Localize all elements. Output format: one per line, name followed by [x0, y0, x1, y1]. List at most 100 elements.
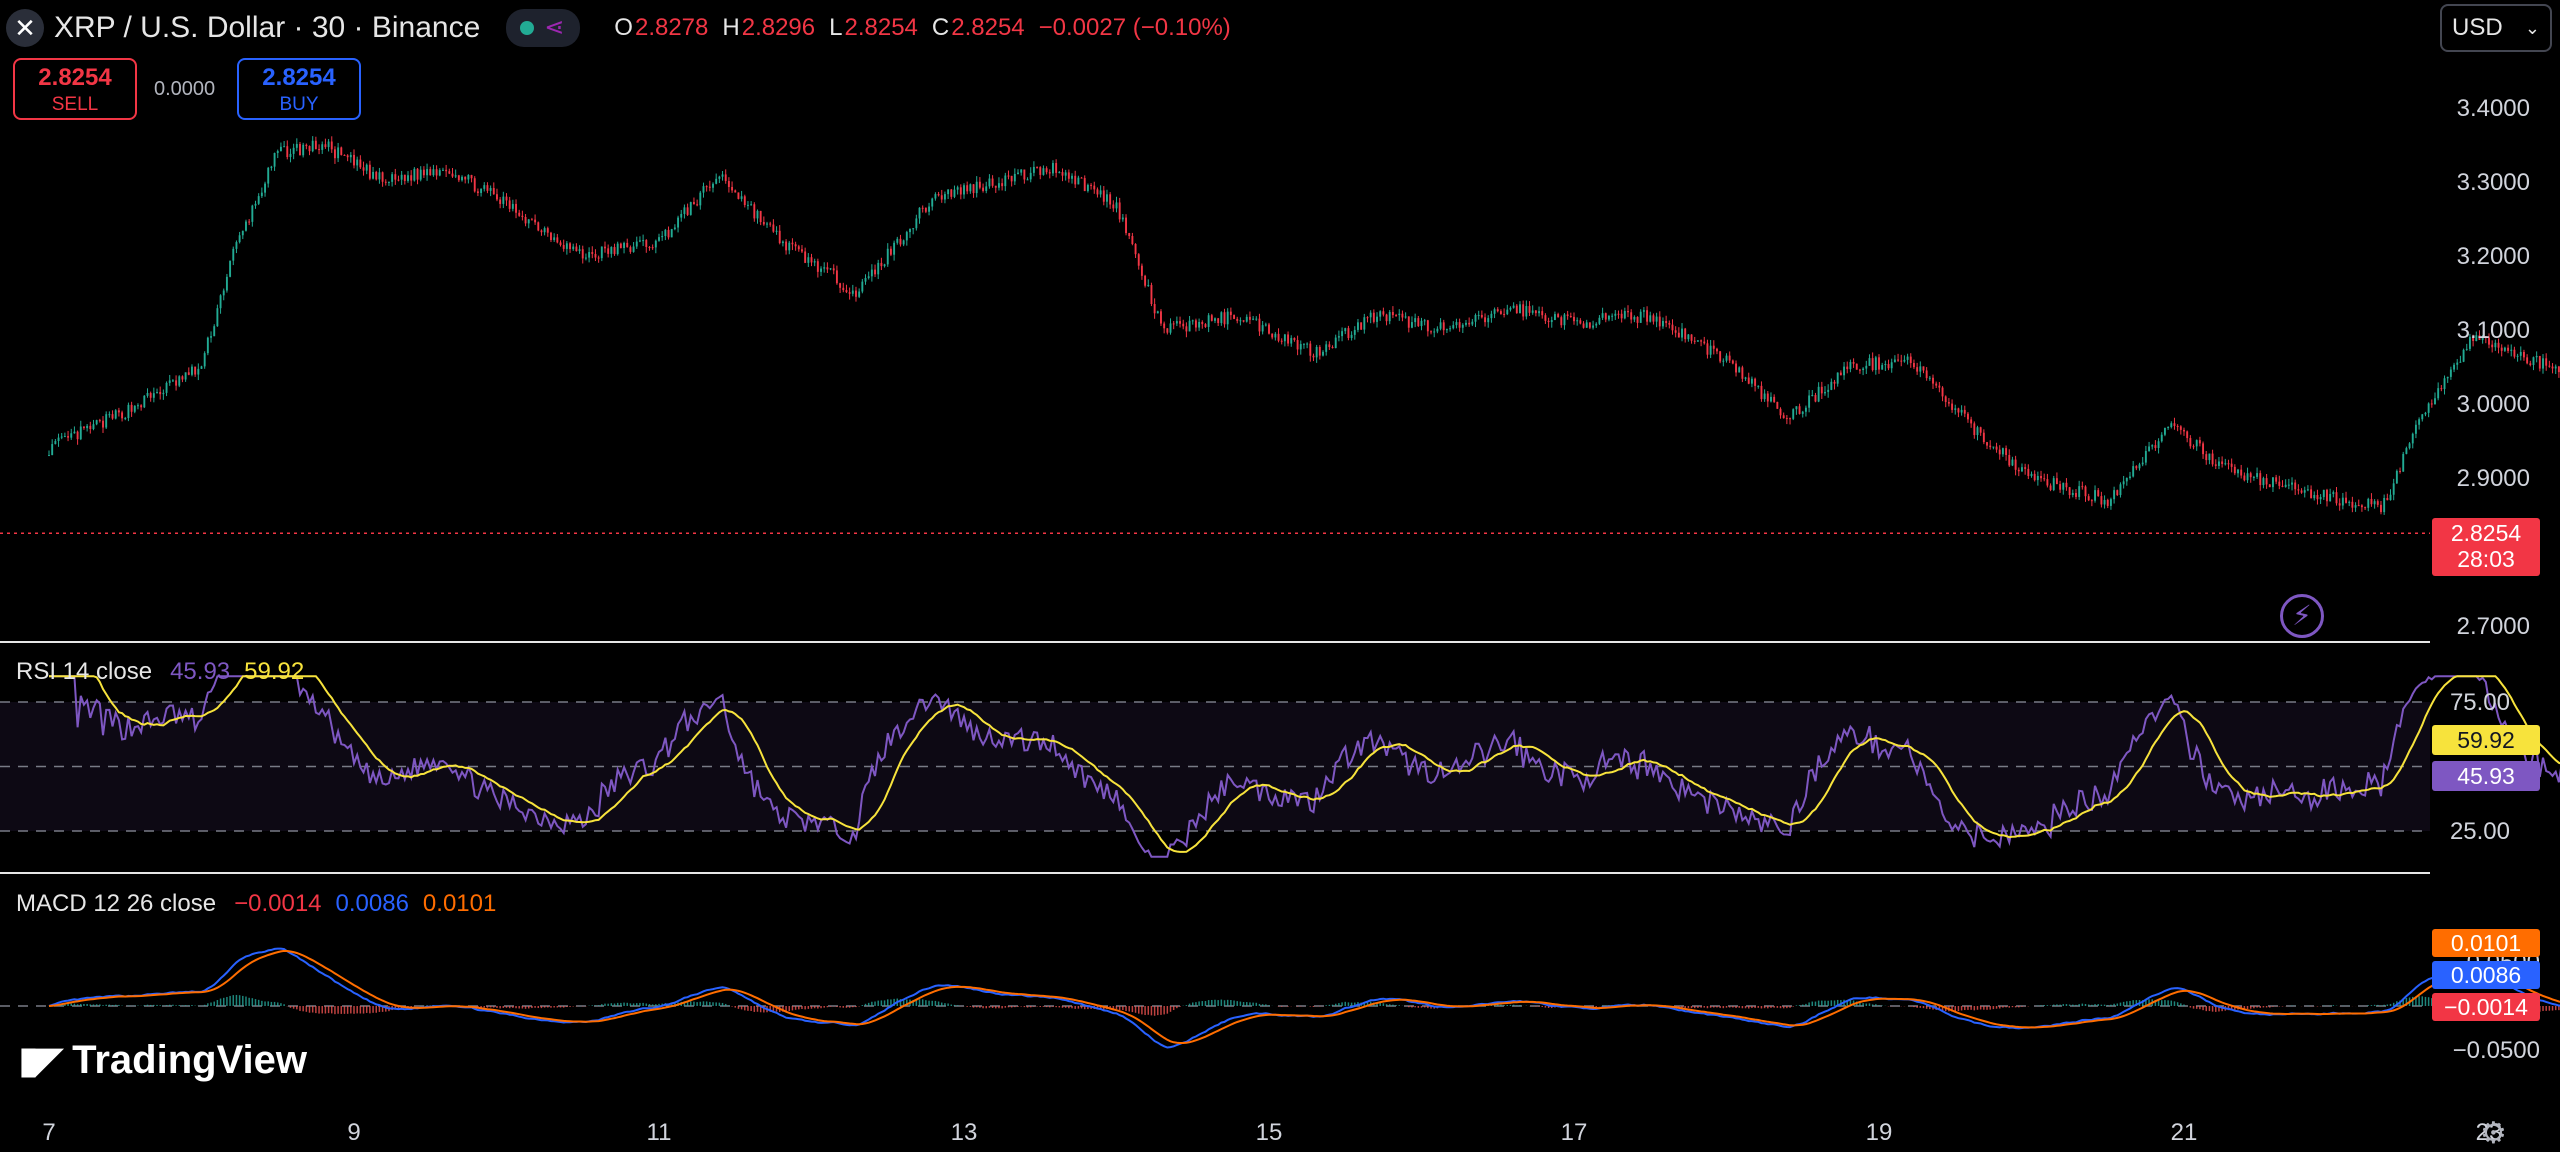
- buy-button[interactable]: 2.8254 BUY: [237, 58, 361, 120]
- sell-button[interactable]: 2.8254 SELL: [13, 58, 137, 120]
- candle: [2078, 486, 2081, 497]
- candle: [1449, 328, 1452, 330]
- candle: [273, 153, 276, 167]
- candle: [788, 242, 791, 251]
- candle: [1261, 325, 1264, 332]
- countdown-label: 28:03: [2457, 546, 2515, 572]
- settings-gear-icon[interactable]: ⚙: [2480, 1117, 2507, 1150]
- candle: [429, 169, 432, 176]
- candle: [2075, 492, 2077, 497]
- candle: [461, 176, 463, 181]
- candle: [1957, 408, 1960, 413]
- candle: [845, 290, 848, 293]
- candle: [1897, 359, 1900, 361]
- close-icon[interactable]: ✕: [6, 9, 44, 47]
- price-tick-label: 3.3000: [2457, 169, 2530, 196]
- candle: [2233, 466, 2236, 474]
- candle: [286, 146, 289, 158]
- candle: [635, 241, 638, 247]
- candle: [378, 172, 381, 180]
- symbol-title[interactable]: XRP / U.S. Dollar · 30 · Binance: [54, 11, 481, 44]
- macd-legend[interactable]: MACD 12 26 close −0.0014 0.0086 0.0101: [16, 890, 496, 918]
- currency-select[interactable]: USD ⌄: [2440, 4, 2552, 52]
- candle: [1830, 381, 1833, 390]
- candle: [651, 247, 654, 249]
- candle: [1614, 313, 1617, 316]
- spread-value: 0.0000: [154, 78, 216, 100]
- share-icon[interactable]: ⋖: [544, 14, 565, 41]
- candle: [1954, 408, 1957, 410]
- candle: [2449, 369, 2452, 377]
- candle: [1004, 175, 1007, 187]
- candle: [2163, 427, 2166, 435]
- candle: [902, 240, 905, 245]
- candle: [2519, 351, 2522, 356]
- candle: [1601, 313, 1604, 318]
- candle: [407, 175, 409, 181]
- x-tick-label: 23: [2476, 1119, 2503, 1146]
- candle: [222, 290, 225, 296]
- candle: [940, 195, 943, 200]
- candle: [318, 149, 321, 151]
- candle: [1938, 385, 1941, 388]
- candle: [1928, 377, 1931, 379]
- candle: [2345, 497, 2347, 503]
- rsi-legend[interactable]: RSI 14 close 45.93 59.92: [16, 658, 304, 686]
- candle: [54, 441, 57, 445]
- candle: [584, 257, 587, 259]
- live-status[interactable]: ⋖: [506, 9, 581, 47]
- candle: [1080, 177, 1083, 179]
- candle: [2478, 335, 2481, 340]
- candle: [2090, 500, 2093, 502]
- candle: [1426, 320, 1429, 332]
- candle: [1512, 305, 1515, 308]
- candle: [2491, 344, 2494, 348]
- candle: [2138, 464, 2141, 469]
- tradingview-logo[interactable]: ▮◤ TradingView: [18, 1038, 307, 1083]
- candle: [2160, 434, 2163, 442]
- candle: [1719, 351, 1722, 362]
- candle: [1042, 168, 1045, 175]
- change-value: −0.0027 (−0.10%): [1038, 14, 1231, 41]
- candle: [2246, 473, 2249, 481]
- candle: [1020, 169, 1023, 173]
- candle: [2084, 486, 2087, 497]
- candle: [1169, 323, 1172, 333]
- candle: [883, 264, 886, 267]
- candle: [372, 171, 375, 179]
- candle: [801, 249, 803, 252]
- candle: [2497, 342, 2500, 348]
- candle: [89, 425, 92, 430]
- candle: [1560, 317, 1563, 326]
- candle: [1477, 314, 1480, 316]
- candle: [1109, 194, 1112, 205]
- lightning-icon[interactable]: ⚡: [2280, 594, 2324, 638]
- candle: [1747, 377, 1750, 384]
- candle: [982, 187, 985, 191]
- candle: [2281, 485, 2284, 487]
- candle: [245, 221, 247, 231]
- candle: [2551, 366, 2554, 369]
- candle: [1398, 313, 1401, 316]
- candle: [978, 181, 981, 188]
- candle: [683, 207, 686, 214]
- candle: [1973, 423, 1976, 436]
- candle: [1277, 333, 1280, 341]
- candle: [2360, 505, 2363, 508]
- candle: [1207, 315, 1210, 327]
- candle: [680, 213, 683, 218]
- candle: [2494, 342, 2497, 348]
- candle: [1156, 311, 1159, 314]
- candle: [1976, 427, 1979, 436]
- candle: [337, 147, 340, 159]
- candle: [2259, 473, 2262, 486]
- candle: [839, 283, 842, 288]
- candle: [2249, 473, 2252, 478]
- candle: [2421, 414, 2424, 420]
- candle: [686, 207, 689, 215]
- candle: [2116, 490, 2119, 496]
- candle: [750, 204, 753, 206]
- candle: [2465, 348, 2468, 350]
- candle: [1731, 360, 1734, 364]
